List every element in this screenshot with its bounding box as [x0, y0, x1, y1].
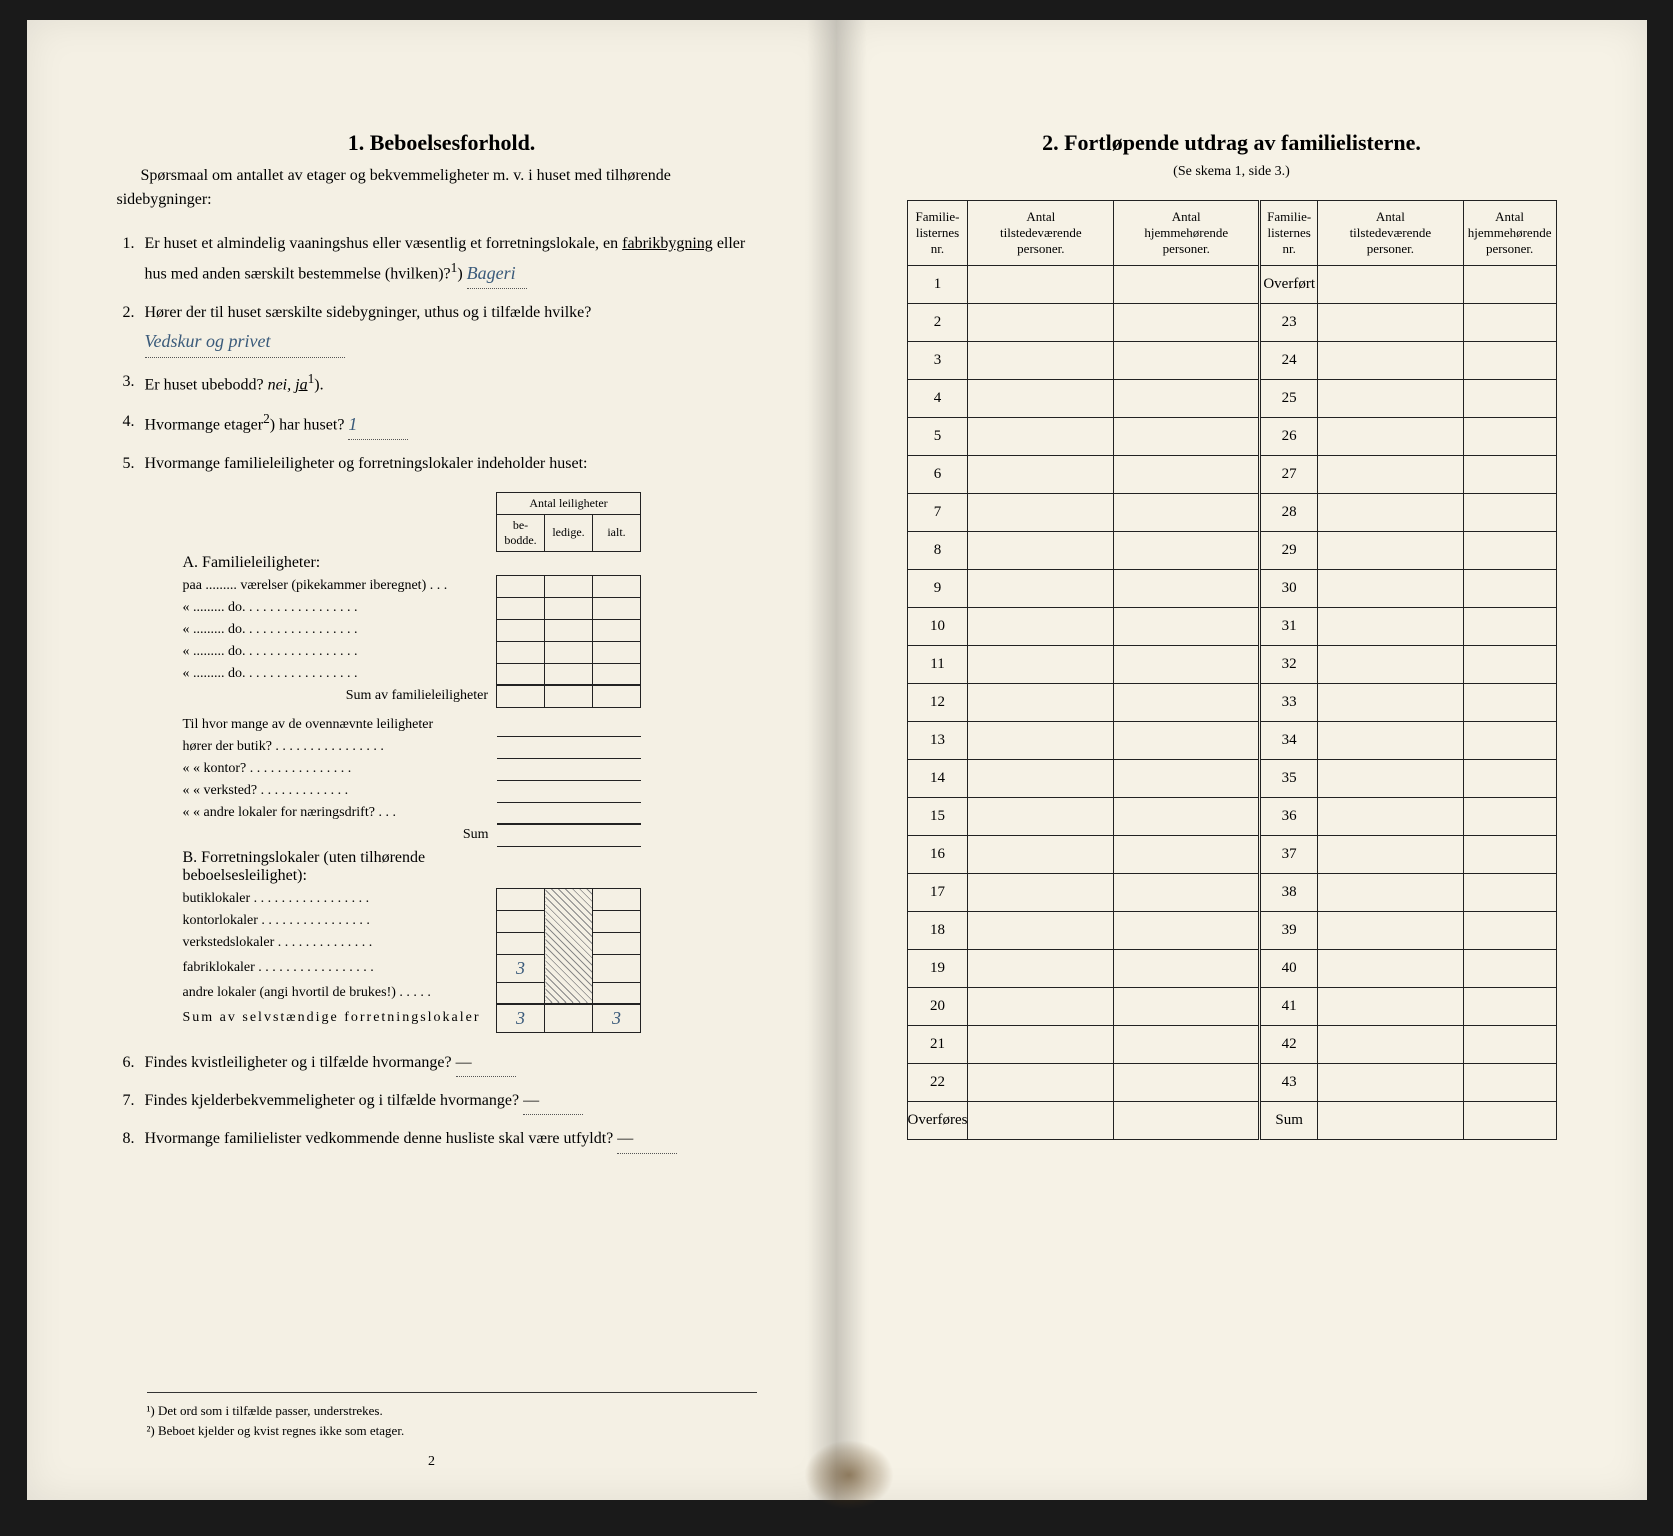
- table-row: 425: [907, 380, 1556, 418]
- table-row: 526: [907, 418, 1556, 456]
- page-number: 2: [428, 1454, 435, 1470]
- footnotes: ¹) Det ord som i tilfælde passer, unders…: [147, 1392, 757, 1440]
- right-page: 2. Fortløpende utdrag av familielisterne…: [837, 20, 1647, 1500]
- table-row: 1435: [907, 760, 1556, 798]
- table-row: 930: [907, 570, 1556, 608]
- question-list: 1. Er huset et almindelig vaaningshus el…: [117, 230, 767, 478]
- section-2-sub: (Se skema 1, side 3.): [907, 164, 1557, 180]
- q2: 2. Hører der til huset særskilte sidebyg…: [117, 299, 767, 358]
- section-1-title: 1. Beboelsesforhold.: [117, 130, 767, 156]
- table-row: 2041: [907, 988, 1556, 1026]
- q2-answer: Vedskur og privet: [145, 326, 345, 358]
- table-row: 1738: [907, 874, 1556, 912]
- q3: 3. Er huset ubebodd? nei, ja1).: [117, 368, 767, 399]
- page-spread: 1. Beboelsesforhold. Spørsmaal om antall…: [27, 20, 1647, 1500]
- table-row: 1940: [907, 950, 1556, 988]
- table-row: 1031: [907, 608, 1556, 646]
- intro-text: Spørsmaal om antallet av etager og bekve…: [117, 164, 767, 212]
- table-row: 1233: [907, 684, 1556, 722]
- table-row: 1334: [907, 722, 1556, 760]
- fabrik-val: 3: [497, 954, 545, 982]
- q1-answer: Bageri: [467, 258, 527, 290]
- table-row: 1536: [907, 798, 1556, 836]
- table-row: 829: [907, 532, 1556, 570]
- q7: 7. Findes kjelderbekvemmeligheter og i t…: [117, 1087, 767, 1115]
- q4-answer: 1: [348, 409, 408, 441]
- family-table: Familie- listernes nr. Antal tilstedevær…: [907, 200, 1557, 1140]
- q1: 1. Er huset et almindelig vaaningshus el…: [117, 230, 767, 289]
- overfores-label: Overføres: [907, 1102, 968, 1140]
- q8: 8. Hvormange familielister vedkommende d…: [117, 1125, 767, 1153]
- table-row: 1Overført: [907, 266, 1556, 304]
- section-2-title: 2. Fortløpende utdrag av familielisterne…: [907, 130, 1557, 156]
- table-row: 2243: [907, 1064, 1556, 1102]
- table-row: 2142: [907, 1026, 1556, 1064]
- table-row: 223: [907, 304, 1556, 342]
- table-row: 1132: [907, 646, 1556, 684]
- table-row: 1839: [907, 912, 1556, 950]
- table-row: 627: [907, 456, 1556, 494]
- q6: 6. Findes kvistleiligheter og i tilfælde…: [117, 1049, 767, 1077]
- q4: 4. Hvormange etager2) har huset? 1: [117, 408, 767, 440]
- sum-label: Sum: [1260, 1102, 1318, 1140]
- table-row: 324: [907, 342, 1556, 380]
- table-row: 1637: [907, 836, 1556, 874]
- questions-6-8: 6. Findes kvistleiligheter og i tilfælde…: [117, 1049, 767, 1154]
- table-row: 728: [907, 494, 1556, 532]
- leilighet-table: Antal leiligheter be- bodde. ledige. ial…: [177, 492, 642, 1034]
- q5: 5. Hvormange familieleiligheter og forre…: [117, 450, 767, 477]
- stain-mark: [804, 1440, 894, 1510]
- left-page: 1. Beboelsesforhold. Spørsmaal om antall…: [27, 20, 837, 1500]
